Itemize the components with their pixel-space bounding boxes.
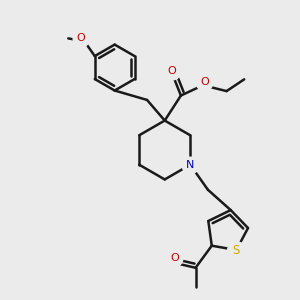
Text: O: O [168,66,176,76]
Text: S: S [232,244,240,256]
Text: O: O [170,253,179,263]
Text: O: O [76,33,85,43]
Text: N: N [186,160,194,170]
Text: O: O [200,77,209,87]
